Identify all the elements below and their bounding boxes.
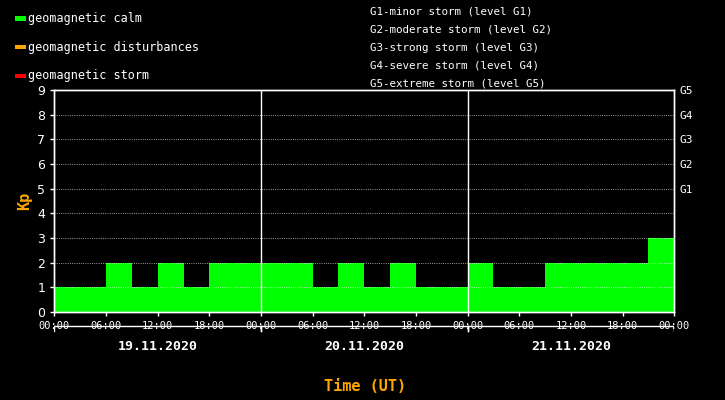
Bar [183,287,210,312]
Bar [494,287,519,312]
Bar [106,263,132,312]
Bar [648,238,674,312]
Bar [468,263,494,312]
Bar [210,263,235,312]
Text: geomagnetic disturbances: geomagnetic disturbances [28,41,199,54]
Bar [14,45,26,49]
Bar [519,287,545,312]
Bar [132,287,157,312]
Bar [623,263,648,312]
Bar [364,287,390,312]
Text: geomagnetic storm: geomagnetic storm [28,70,149,82]
Bar [261,263,287,312]
Bar [157,263,183,312]
Text: G2-moderate storm (level G2): G2-moderate storm (level G2) [370,25,552,35]
Text: 19.11.2020: 19.11.2020 [117,340,198,352]
Bar [287,263,312,312]
Bar [14,16,26,20]
Text: 20.11.2020: 20.11.2020 [324,340,405,352]
Bar [14,74,26,78]
Text: G3-strong storm (level G3): G3-strong storm (level G3) [370,43,539,53]
Bar [235,263,261,312]
Text: G1-minor storm (level G1): G1-minor storm (level G1) [370,7,532,17]
Text: G4-severe storm (level G4): G4-severe storm (level G4) [370,61,539,71]
Bar [390,263,416,312]
Bar [80,287,106,312]
Bar [339,263,364,312]
Bar [312,287,339,312]
Text: geomagnetic calm: geomagnetic calm [28,12,142,25]
Bar [416,287,442,312]
Bar [571,263,597,312]
Bar [597,263,623,312]
Bar [54,287,80,312]
Bar [545,263,571,312]
Text: 21.11.2020: 21.11.2020 [531,340,611,352]
Text: Time (UT): Time (UT) [323,379,406,394]
Y-axis label: Kp: Kp [17,192,32,210]
Text: G5-extreme storm (level G5): G5-extreme storm (level G5) [370,79,545,89]
Bar [442,287,468,312]
